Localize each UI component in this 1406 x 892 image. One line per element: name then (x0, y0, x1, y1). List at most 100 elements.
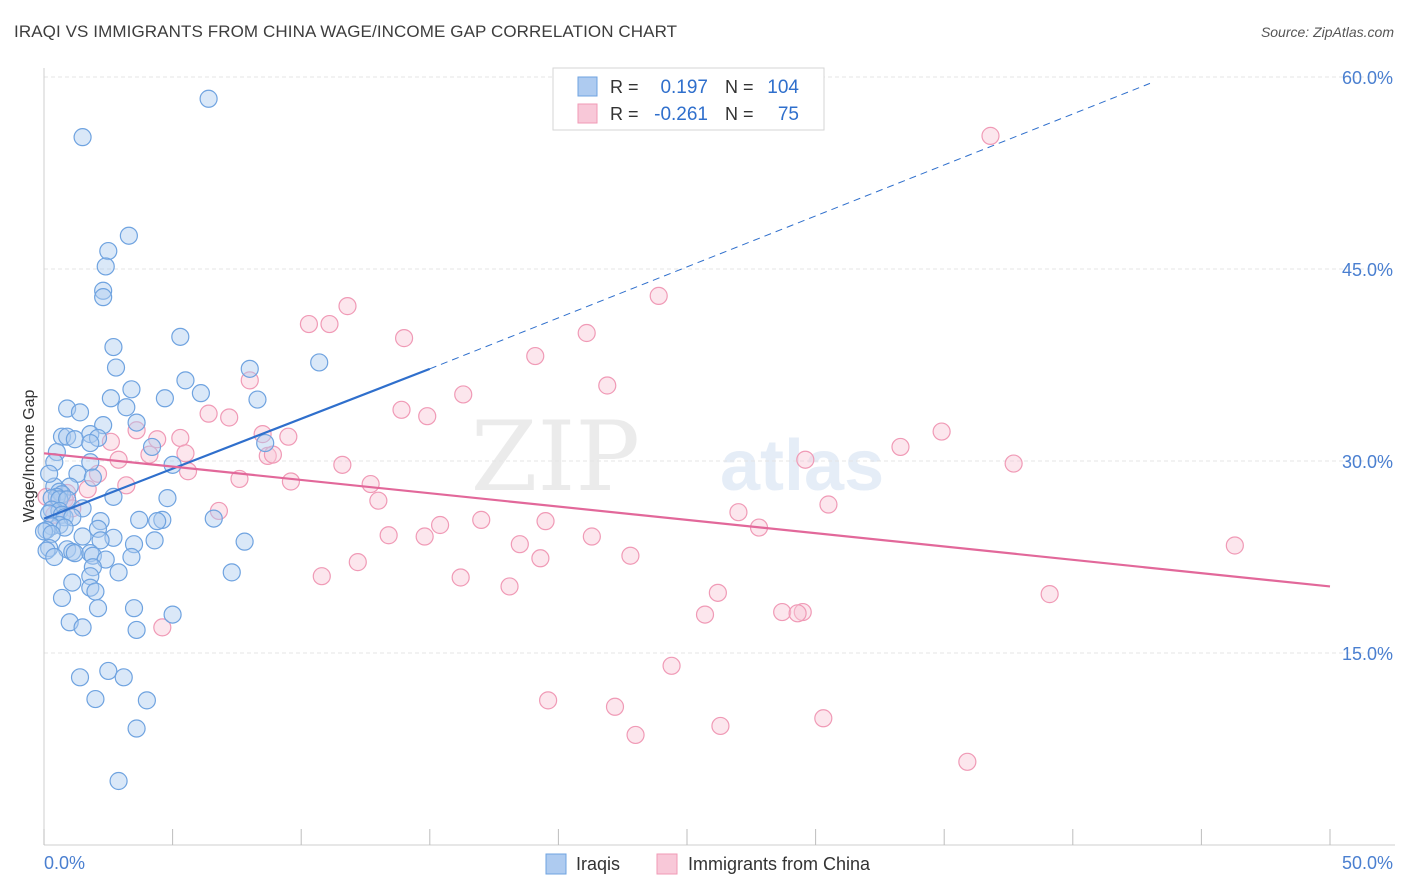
iraqi-point (96, 257, 115, 276)
iraqi-point (40, 538, 59, 558)
trendline-china (43, 452, 1331, 588)
china-point (1225, 536, 1244, 555)
trendline-iraqis-extension (429, 82, 1151, 370)
trend-lines (43, 82, 1331, 588)
iraqi-point (81, 433, 100, 453)
iraqi-point (142, 437, 162, 457)
china-point (394, 329, 414, 348)
iraqi-point (155, 389, 174, 408)
iraqi-point (65, 430, 84, 449)
watermark-zip: ZIP (471, 401, 640, 513)
iraqi-point (137, 691, 156, 710)
x-tick-label-min: 0.0% (44, 853, 85, 873)
legend-n-value-iraqis: 104 (767, 77, 799, 98)
china-point (176, 444, 195, 463)
china-point (662, 656, 681, 675)
china-point (199, 404, 218, 423)
iraqi-point (163, 605, 182, 624)
iraqi-point (199, 89, 218, 108)
legend-r-value-china: -0.261 (654, 104, 708, 125)
iraqi-point (52, 588, 72, 608)
china-point (1004, 454, 1023, 473)
iraqi-point (109, 563, 128, 582)
y-axis-label: Wage/Income Gap (21, 390, 38, 523)
china-point (582, 527, 601, 546)
iraqi-point (248, 390, 267, 409)
china-point (379, 526, 398, 545)
china-point (819, 495, 838, 514)
iraqi-point (73, 527, 92, 546)
iraqi-point (127, 620, 146, 640)
china-point (338, 297, 357, 316)
china-point (418, 407, 437, 426)
series-legend: Iraqis Immigrants from China (545, 853, 871, 875)
china-point (171, 428, 190, 448)
china-point (361, 474, 380, 494)
iraqi-point (191, 384, 210, 403)
china-point (369, 491, 388, 510)
trendline-iraqis (43, 367, 431, 520)
china-point (1040, 585, 1059, 604)
iraqi-point (99, 661, 118, 681)
iraqi-point (171, 327, 190, 346)
source-credit: Source: ZipAtlas.com (1260, 24, 1394, 40)
china-point (320, 314, 339, 334)
china-point (127, 421, 146, 440)
y-tick-label: 60.0% (1342, 68, 1393, 88)
watermark: ZIP atlas (471, 401, 884, 513)
chart-title: IRAQI VS IMMIGRANTS FROM CHINA WAGE/INCO… (14, 22, 678, 41)
y-tick-label: 30.0% (1342, 452, 1393, 472)
iraqi-point (158, 489, 177, 508)
legend-swatch-iraqis (577, 76, 598, 97)
axes (43, 68, 1395, 846)
china-point (78, 480, 97, 499)
china-point (539, 691, 558, 710)
iraqi-point (65, 544, 84, 563)
china-point (891, 437, 910, 457)
china-point (577, 323, 596, 343)
iraqi-point (101, 389, 120, 408)
china-point (430, 515, 450, 535)
iraqi-point (104, 337, 123, 357)
iraqi-point (122, 547, 141, 567)
iraqi-point (86, 689, 105, 709)
china-point (958, 752, 977, 771)
china-point (526, 346, 545, 366)
iraqi-point (73, 618, 92, 637)
legend-swatch-china (577, 103, 598, 124)
legend-bottom-label-china: Immigrants from China (688, 854, 871, 874)
y-axis-tick-labels: 15.0% 30.0% 45.0% 60.0% (1342, 68, 1393, 664)
china-point (695, 605, 715, 624)
iraqi-point (94, 288, 113, 307)
iraqi-point (88, 519, 108, 538)
iraqi-point (106, 358, 126, 377)
china-point (279, 427, 298, 446)
legend-n-label-china: N = (725, 104, 754, 124)
legend-r-label-china: R = (610, 104, 639, 124)
iraqi-point (204, 509, 223, 528)
series-iraqis (34, 89, 329, 791)
china-point (117, 476, 136, 495)
iraqi-point (91, 531, 110, 550)
china-point (392, 400, 411, 419)
iraqi-point (145, 531, 164, 550)
x-tick-label-max: 50.0% (1342, 853, 1393, 873)
iraqi-point (73, 128, 92, 147)
china-point (649, 286, 668, 305)
china-point (348, 553, 367, 572)
iraqi-point (176, 371, 195, 390)
china-point (472, 510, 491, 529)
y-tick-label: 45.0% (1342, 260, 1393, 280)
stats-legend: R = 0.197 N = 104 R = -0.261 N = 75 (552, 67, 825, 131)
china-point (796, 450, 815, 469)
china-point (788, 604, 807, 623)
china-point (598, 376, 617, 395)
series-immigrants-from-china (37, 126, 1244, 771)
china-point (932, 422, 951, 441)
iraqi-point (114, 668, 133, 687)
iraqi-point (222, 563, 241, 582)
china-point (220, 408, 239, 427)
iraqi-point (81, 544, 100, 563)
iraqi-point (310, 353, 329, 372)
